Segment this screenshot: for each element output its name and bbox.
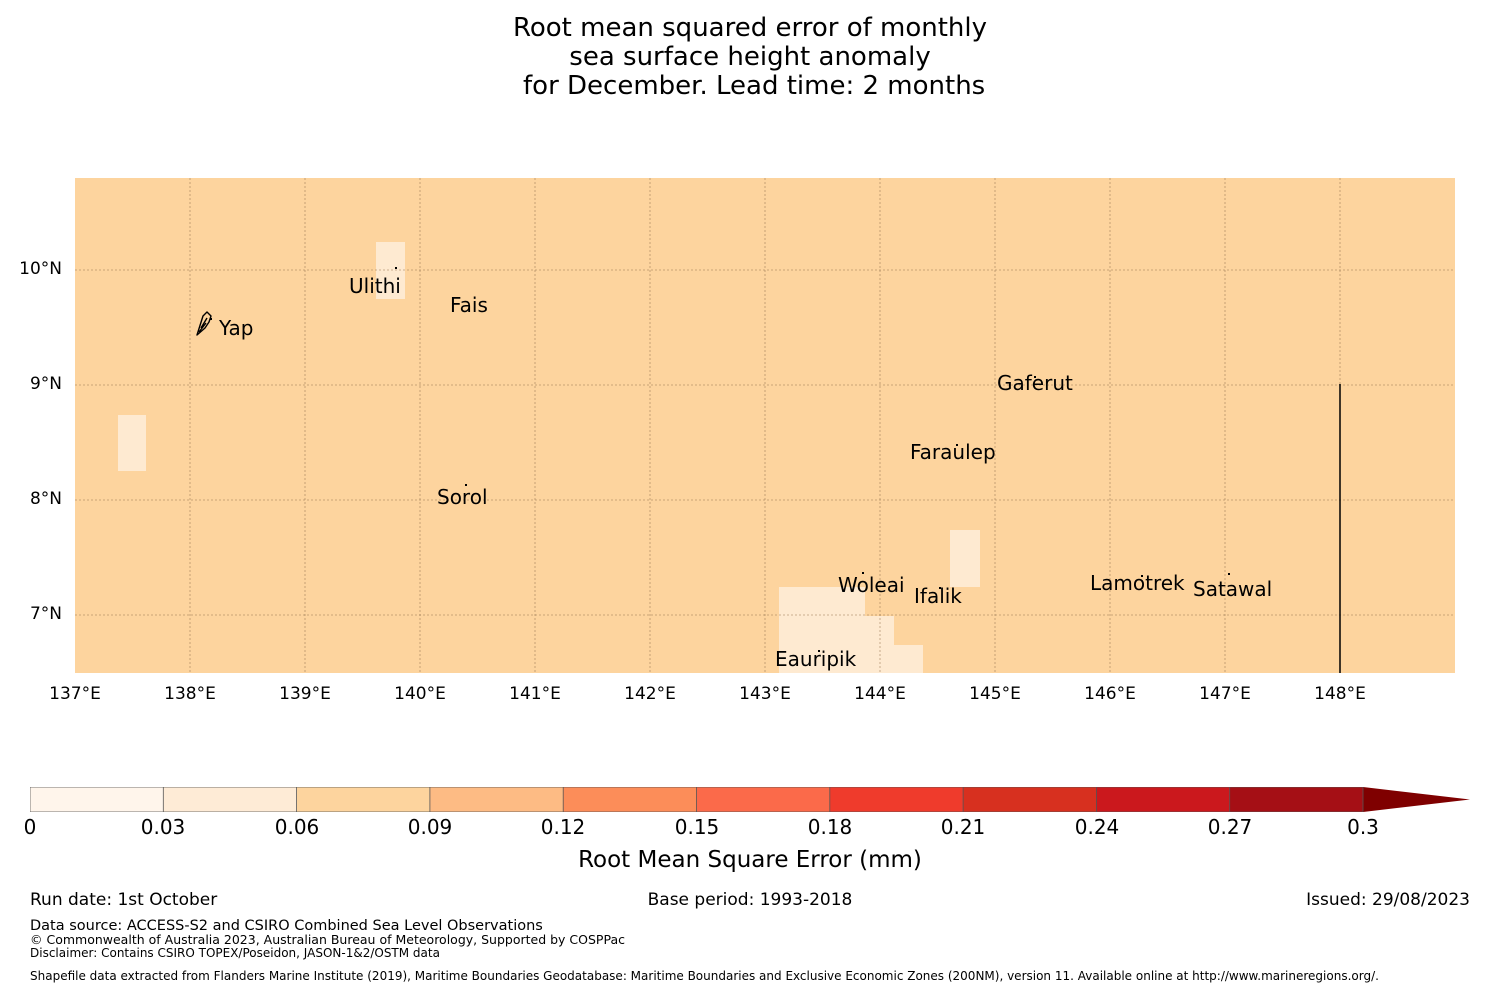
island-label-woleai: Woleai <box>838 573 905 597</box>
eauripik-dot <box>818 650 820 652</box>
colorbar-segment <box>963 787 1097 812</box>
colorbar-tick-0-06: 0.06 <box>274 815 320 839</box>
colorbar-tick-0-18: 0.18 <box>807 815 853 839</box>
rmse-map <box>75 178 1455 673</box>
lon-label-147e: 147°E <box>1199 684 1251 704</box>
ifalik-dot <box>939 587 941 589</box>
colorbar-tick-0-21: 0.21 <box>940 815 986 839</box>
map-title: Root mean squared error of monthly sea s… <box>0 14 1500 101</box>
run-date: Run date: 1st October <box>30 890 218 910</box>
colorbar-segment <box>1096 787 1231 812</box>
colorbar-tick-0-03: 0.03 <box>140 815 186 839</box>
woleai-dot <box>862 572 864 574</box>
lon-label-140e: 140°E <box>394 684 446 704</box>
island-label-fais: Fais <box>450 293 488 317</box>
gaferut-dot <box>1034 376 1036 378</box>
colorbar-tick-0-27: 0.27 <box>1207 815 1253 839</box>
colorbar-segment <box>1229 787 1364 812</box>
colorbar-tick-0: 0 <box>23 815 37 839</box>
light-cell-ifalik <box>950 530 980 587</box>
lon-label-146e: 146°E <box>1084 684 1136 704</box>
lon-label-144e: 144°E <box>854 684 906 704</box>
lat-label-8n: 8°N <box>29 489 62 509</box>
lon-label-148e: 148°E <box>1314 684 1366 704</box>
lon-label-138e: 138°E <box>164 684 216 704</box>
colorbar-tick-0-12: 0.12 <box>540 815 586 839</box>
colorbar-segment <box>563 787 697 812</box>
light-cell-south <box>894 645 923 673</box>
island-label-ifalik: Ifalik <box>914 584 962 608</box>
colorbar-tick-0-09: 0.09 <box>407 815 453 839</box>
light-cell-woleai <box>779 587 865 673</box>
colorbar-segment <box>296 787 431 812</box>
ulithi-dot <box>395 267 397 269</box>
colorbar-segment <box>30 787 164 812</box>
yap-dot <box>210 318 212 320</box>
map-canvas <box>75 178 1455 673</box>
island-label-yap: Yap <box>219 316 254 340</box>
yap-island-icon <box>196 311 212 336</box>
lon-label-142e: 142°E <box>624 684 676 704</box>
lon-label-137e: 137°E <box>49 684 101 704</box>
island-label-satawal: Satawal <box>1193 577 1273 601</box>
island-label-eauripik: Eauripik <box>775 647 857 671</box>
faraulep-dot <box>956 444 958 446</box>
island-label-sorol: Sorol <box>437 485 488 509</box>
lat-label-7n: 7°N <box>29 604 62 624</box>
longitude-gridlines <box>189 178 1341 673</box>
island-label-lamotrek: Lamotrek <box>1090 571 1185 595</box>
light-cell-eauripik <box>865 616 894 673</box>
lon-label-145e: 145°E <box>969 684 1021 704</box>
colorbar-segment <box>163 787 298 812</box>
satawal-dot <box>1228 573 1230 575</box>
colorbar-tick-0-3: 0.3 <box>1347 815 1379 839</box>
lon-label-141e: 141°E <box>509 684 561 704</box>
title-line-3: for December. Lead time: 2 months <box>514 71 986 101</box>
colorbar-extend-arrow <box>1363 787 1470 812</box>
sorol-dot <box>465 484 467 486</box>
shapefile-credit: Shapefile data extracted from Flanders M… <box>30 969 1379 983</box>
lat-label-9n: 9°N <box>29 374 62 394</box>
title-line-2: sea surface height anomaly <box>569 42 931 72</box>
lon-label-143e: 143°E <box>739 684 791 704</box>
island-label-ulithi: Ulithi <box>349 274 401 298</box>
light-cell-west <box>118 415 146 471</box>
copyright: © Commonwealth of Australia 2023, Austra… <box>30 932 625 947</box>
base-period: Base period: 1993-2018 <box>647 890 853 910</box>
lon-label-139e: 139°E <box>279 684 331 704</box>
lat-label-10n: 10°N <box>19 259 62 279</box>
issued-date: Issued: 29/08/2023 <box>1306 890 1470 910</box>
island-label-faraulep: Faraulep <box>910 440 996 464</box>
title-line-1: Root mean squared error of monthly <box>512 13 988 43</box>
island-label-gaferut: Gaferut <box>997 371 1073 395</box>
colorbar-tick-0-24: 0.24 <box>1074 815 1120 839</box>
disclaimer: Disclaimer: Contains CSIRO TOPEX/Poseido… <box>30 946 440 960</box>
colorbar <box>30 787 1470 812</box>
light-cell-ulithi <box>376 242 405 299</box>
colorbar-segment <box>829 787 964 812</box>
colorbar-segment <box>429 787 564 812</box>
latitude-gridlines <box>75 269 1455 616</box>
colorbar-tick-0-15: 0.15 <box>674 815 720 839</box>
colorbar-label: Root Mean Square Error (mm) <box>578 847 922 873</box>
data-source: Data source: ACCESS-S2 and CSIRO Combine… <box>30 918 543 934</box>
lamotrek-dot <box>1141 575 1143 577</box>
colorbar-segment <box>696 787 831 812</box>
